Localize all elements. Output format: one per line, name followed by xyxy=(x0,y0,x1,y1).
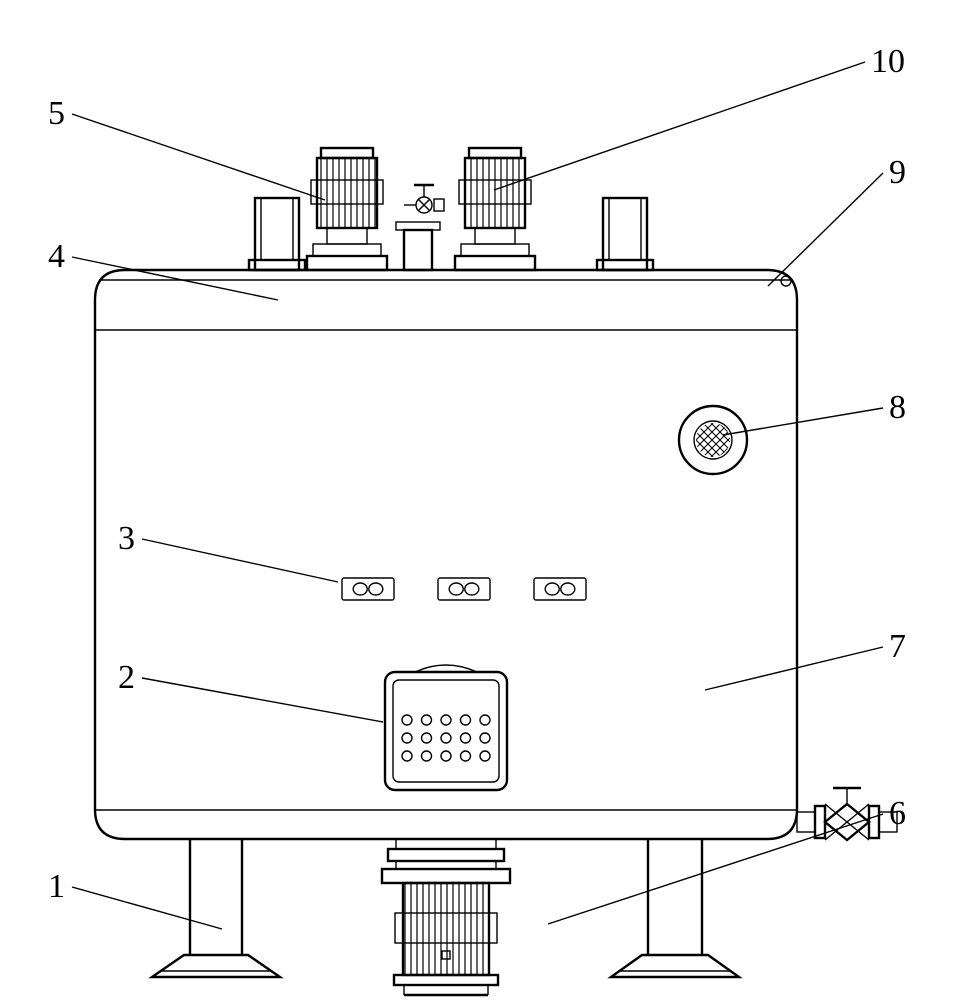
callout-label-3: 3 xyxy=(118,520,135,557)
callout-label-4: 4 xyxy=(48,238,65,275)
technical-drawing: 1 2 3 4 5 6 7 8 9 10 xyxy=(0,0,964,1000)
callout-label-2: 2 xyxy=(118,659,135,696)
callout-label-9: 9 xyxy=(889,154,906,191)
callout-label-10: 10 xyxy=(871,43,905,80)
callout-label-7: 7 xyxy=(889,628,906,665)
callout-label-1: 1 xyxy=(48,868,65,905)
callout-label-6: 6 xyxy=(889,795,906,832)
callout-label-8: 8 xyxy=(889,389,906,426)
callout-label-5: 5 xyxy=(48,95,65,132)
